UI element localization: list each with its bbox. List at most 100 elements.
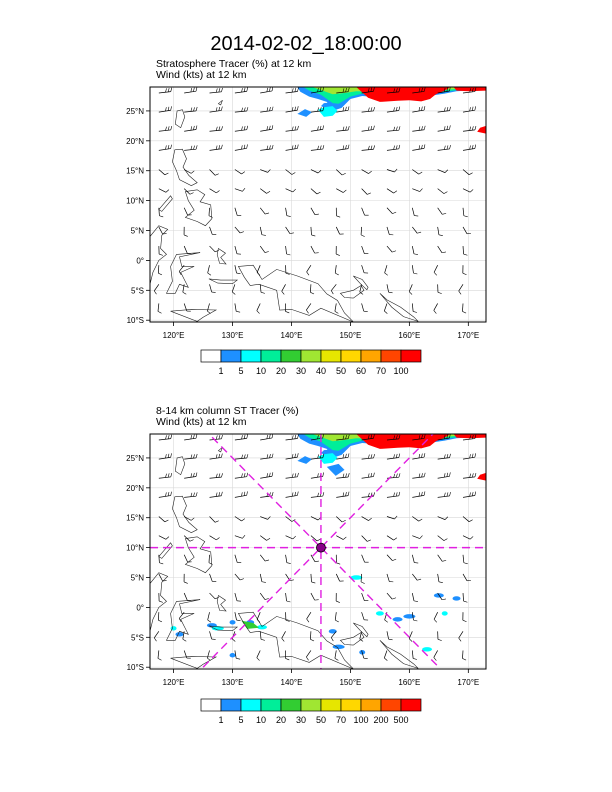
lon-tick-label: 130°E [222, 331, 244, 340]
wind-barb [285, 593, 291, 603]
wind-barb [335, 207, 341, 218]
wind-barb [310, 592, 319, 601]
wind-barb [231, 284, 236, 295]
lat-tick-label: 0° [136, 603, 144, 612]
wind-barb [412, 226, 422, 234]
wind-barb [335, 554, 341, 565]
wind-barb [256, 303, 261, 314]
tracer-patch [297, 109, 313, 117]
wind-barb [285, 472, 299, 479]
wind-barb [331, 631, 337, 642]
wind-barb [361, 87, 375, 94]
wind-barb [184, 453, 198, 460]
wind-barb [183, 188, 194, 195]
panel1-subtitle: Wind (kts) at 12 km [156, 69, 247, 81]
colorbar-swatch [200, 698, 222, 712]
wind-barb [437, 207, 447, 215]
tracer-patch [175, 632, 184, 637]
wind-barb [412, 144, 426, 151]
map-background [150, 87, 486, 322]
wind-barb [437, 492, 451, 498]
wind-barb [183, 554, 192, 563]
wind-barb [183, 245, 192, 254]
coastline [150, 225, 169, 285]
wind-barb [184, 434, 198, 441]
wind-barb [386, 87, 401, 94]
wind-barb [209, 87, 223, 94]
tracer-patch [229, 653, 236, 658]
coastline [237, 264, 354, 322]
wind-barb [462, 573, 472, 582]
wind-barb [281, 631, 286, 642]
page-title: 2014-02-02_18:00:00 [210, 33, 402, 55]
wind-barb [386, 592, 397, 600]
coastline [237, 611, 354, 669]
wind-barb [334, 650, 339, 661]
wind-barb [153, 284, 160, 295]
wind-barb [359, 631, 364, 642]
colorbar-label: 500 [393, 715, 408, 725]
wind-barb [310, 207, 319, 216]
colorbar-label: 5 [238, 366, 243, 376]
map-content [150, 87, 486, 322]
wind-barb [360, 226, 365, 237]
lon-tick-label: 130°E [222, 678, 244, 687]
wind-barb [207, 265, 212, 276]
colorbar-swatch [280, 698, 302, 712]
coastline [170, 309, 218, 322]
wind-barb [412, 434, 426, 441]
wind-barb [234, 472, 249, 479]
wind-barb [412, 472, 426, 479]
wind-barb [285, 491, 299, 498]
wind-barb [234, 612, 241, 621]
wind-barb [437, 284, 442, 294]
colorbar-label: 1 [218, 715, 223, 725]
wind-barb [285, 265, 290, 275]
wind-barb [158, 144, 172, 151]
wind-barb [184, 87, 198, 94]
wind-barb [433, 265, 438, 276]
wind-barb [183, 573, 188, 584]
coastline [353, 275, 369, 291]
wind-barb [359, 284, 364, 295]
colorbar-swatch [220, 349, 242, 363]
wind-barb [285, 246, 291, 256]
lat-tick-label: 15°N [126, 167, 144, 176]
colorbar-swatch [340, 349, 362, 363]
wind-barb [285, 516, 296, 522]
colorbar-swatch [380, 698, 402, 712]
tracer-patch [326, 463, 345, 476]
wind-barb [384, 265, 388, 276]
wind-barb [184, 169, 195, 174]
wind-barb [285, 453, 299, 460]
wind-barb [234, 573, 244, 581]
wind-barb [386, 515, 398, 520]
wind-barb [259, 631, 265, 641]
wind-barb [462, 87, 477, 94]
colorbar-column-st-tracer: 1 5 10 20 30 50 70 100 200 500 [200, 698, 422, 725]
wind-barb [437, 535, 448, 541]
tracer-patch [241, 620, 260, 629]
wind-barb [259, 554, 270, 562]
tracer-contour-max-east [453, 434, 486, 439]
wind-barb [207, 612, 212, 623]
wind-barb [386, 491, 401, 498]
colorbar-swatch [300, 349, 322, 363]
colorbar-label: 30 [296, 715, 306, 725]
wind-barb [334, 265, 339, 276]
tracer-patch [332, 644, 345, 650]
wind-barb [310, 188, 321, 195]
wind-barb [234, 245, 241, 255]
coastline [339, 285, 365, 299]
wind-barb [183, 207, 192, 216]
wind-barb [260, 516, 271, 520]
wind-barb [285, 434, 299, 441]
wind-barb [383, 650, 388, 661]
wind-barb [336, 188, 347, 193]
lon-tick-label: 120°E [163, 331, 185, 340]
colorbar-label: 50 [336, 366, 346, 376]
wind-barb [386, 106, 401, 113]
wind-barb [336, 169, 346, 176]
wind-barb [260, 144, 274, 151]
coastline [158, 195, 173, 212]
